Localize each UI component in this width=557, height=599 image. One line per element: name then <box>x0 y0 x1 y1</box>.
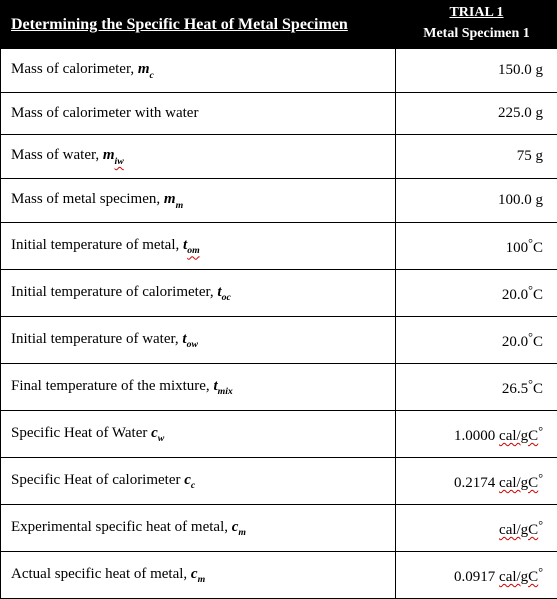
symbol: c <box>191 566 198 582</box>
value-number: 100 <box>506 240 529 256</box>
row-value: 20.0°C <box>396 317 557 364</box>
label-text: Mass of water, <box>11 147 103 163</box>
symbol: c <box>151 425 158 441</box>
table-body: Mass of calorimeter, mc150.0 gMass of ca… <box>1 49 557 599</box>
symbol-subscript: mix <box>218 386 233 397</box>
label-text: Initial temperature of water, <box>11 331 182 347</box>
row-label: Initial temperature of metal, tom <box>1 223 396 270</box>
table-row: Mass of metal specimen, mm 100.0 g <box>1 179 557 223</box>
symbol-subscript: ow <box>187 339 198 350</box>
label-text: Specific Heat of Water <box>11 425 151 441</box>
table-row: Mass of water, miw 75 g <box>1 135 557 179</box>
table-row: Final temperature of the mixture, tmix26… <box>1 364 557 411</box>
row-value: 0.0917 cal/gC° <box>396 552 557 599</box>
symbol-subscript: om <box>187 245 199 256</box>
value-unit: cal/gC <box>499 569 538 585</box>
degree-icon: ° <box>538 424 543 438</box>
degree-icon: ° <box>528 377 533 391</box>
symbol-subscript: oc <box>222 292 231 303</box>
row-value: 225.0 g <box>396 93 557 135</box>
label-text: Mass of calorimeter, <box>11 61 138 77</box>
value-unit: C <box>533 334 543 350</box>
value-number: 26.5 <box>502 381 528 397</box>
value-number: 20.0 <box>502 334 528 350</box>
degree-icon: ° <box>538 471 543 485</box>
table-row: Initial temperature of water, tow20.0°C <box>1 317 557 364</box>
value-number: 20.0 <box>502 287 528 303</box>
row-label: Experimental specific heat of metal, cm <box>1 505 396 552</box>
degree-icon: ° <box>528 330 533 344</box>
value-number: 100.0 g <box>498 192 543 208</box>
value-number: 150.0 g <box>498 62 543 78</box>
value-unit: C <box>533 381 543 397</box>
table-title: Determining the Specific Heat of Metal S… <box>1 1 396 49</box>
label-text: Mass of metal specimen, <box>11 191 164 207</box>
label-text: Initial temperature of calorimeter, <box>11 284 217 300</box>
symbol: m <box>103 147 115 163</box>
row-value: 26.5°C <box>396 364 557 411</box>
symbol-subscript: c <box>191 480 195 491</box>
degree-icon: ° <box>528 283 533 297</box>
symbol: t <box>213 378 217 394</box>
symbol: t <box>217 284 221 300</box>
row-value: 100°C <box>396 223 557 270</box>
table-row: Initial temperature of calorimeter, toc2… <box>1 270 557 317</box>
label-text: Final temperature of the mixture, <box>11 378 213 394</box>
row-label: Initial temperature of water, tow <box>1 317 396 364</box>
label-text: Actual specific heat of metal, <box>11 566 191 582</box>
symbol: c <box>184 472 191 488</box>
value-unit: C <box>533 240 543 256</box>
symbol: m <box>164 191 176 207</box>
table-row: Specific Heat of Water cw1.0000 cal/gC° <box>1 411 557 458</box>
symbol-subscript: m <box>238 527 246 538</box>
value-number: 0.2174 <box>454 475 499 491</box>
row-value: 0.2174 cal/gC° <box>396 458 557 505</box>
row-value: 100.0 g <box>396 179 557 223</box>
value-number: 0.0917 <box>454 569 499 585</box>
symbol-subscript: w <box>158 433 165 444</box>
row-value: 1.0000 cal/gC° <box>396 411 557 458</box>
table-row: Actual specific heat of metal, cm0.0917 … <box>1 552 557 599</box>
row-label: Mass of calorimeter, mc <box>1 49 396 93</box>
label-text: Specific Heat of calorimeter <box>11 472 184 488</box>
row-value: 150.0 g <box>396 49 557 93</box>
row-label: Final temperature of the mixture, tmix <box>1 364 396 411</box>
label-text: Mass of calorimeter with water <box>11 105 198 121</box>
row-value: 75 g <box>396 135 557 179</box>
row-label: Mass of water, miw <box>1 135 396 179</box>
row-value: 20.0°C <box>396 270 557 317</box>
table-row: Specific Heat of calorimeter cc0.2174 ca… <box>1 458 557 505</box>
symbol: t <box>182 331 186 347</box>
trial-heading: TRIAL 1 <box>396 1 557 24</box>
table-row: Mass of calorimeter with water 225.0 g <box>1 93 557 135</box>
value-unit: cal/gC <box>499 475 538 491</box>
label-text: Initial temperature of metal, <box>11 237 183 253</box>
label-text: Experimental specific heat of metal, <box>11 519 232 535</box>
specific-heat-table: Determining the Specific Heat of Metal S… <box>0 0 557 599</box>
degree-icon: ° <box>538 518 543 532</box>
table-row: Mass of calorimeter, mc 150.0 g <box>1 49 557 93</box>
degree-icon: ° <box>528 236 533 250</box>
table-row: Initial temperature of metal, tom100°C <box>1 223 557 270</box>
row-label: Mass of calorimeter with water <box>1 93 396 135</box>
row-label: Specific Heat of calorimeter cc <box>1 458 396 505</box>
symbol-subscript: m <box>176 200 184 211</box>
symbol: m <box>138 61 150 77</box>
value-number: 75 g <box>517 148 543 164</box>
row-label: Actual specific heat of metal, cm <box>1 552 396 599</box>
value-unit: C <box>533 287 543 303</box>
value-number: 1.0000 <box>454 428 499 444</box>
symbol-subscript: iw <box>115 156 124 167</box>
row-value: cal/gC° <box>396 505 557 552</box>
symbol-subscript: c <box>150 70 154 81</box>
row-label: Initial temperature of calorimeter, toc <box>1 270 396 317</box>
value-unit: cal/gC <box>499 522 538 538</box>
row-label: Specific Heat of Water cw <box>1 411 396 458</box>
table-row: Experimental specific heat of metal, cmc… <box>1 505 557 552</box>
row-label: Mass of metal specimen, mm <box>1 179 396 223</box>
degree-icon: ° <box>538 565 543 579</box>
specimen-heading: Metal Specimen 1 <box>396 24 557 49</box>
value-unit: cal/gC <box>499 428 538 444</box>
value-number: 225.0 g <box>498 105 543 121</box>
